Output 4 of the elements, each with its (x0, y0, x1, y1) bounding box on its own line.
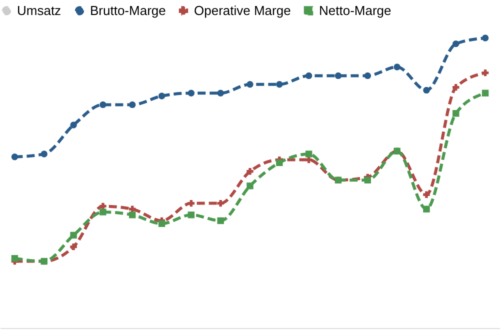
legend-label: Netto-Marge (319, 2, 392, 18)
legend-label: Brutto-Marge (90, 2, 166, 18)
legend-label: Umsatz (17, 2, 62, 18)
legend-label: Operative Marge (194, 2, 291, 18)
